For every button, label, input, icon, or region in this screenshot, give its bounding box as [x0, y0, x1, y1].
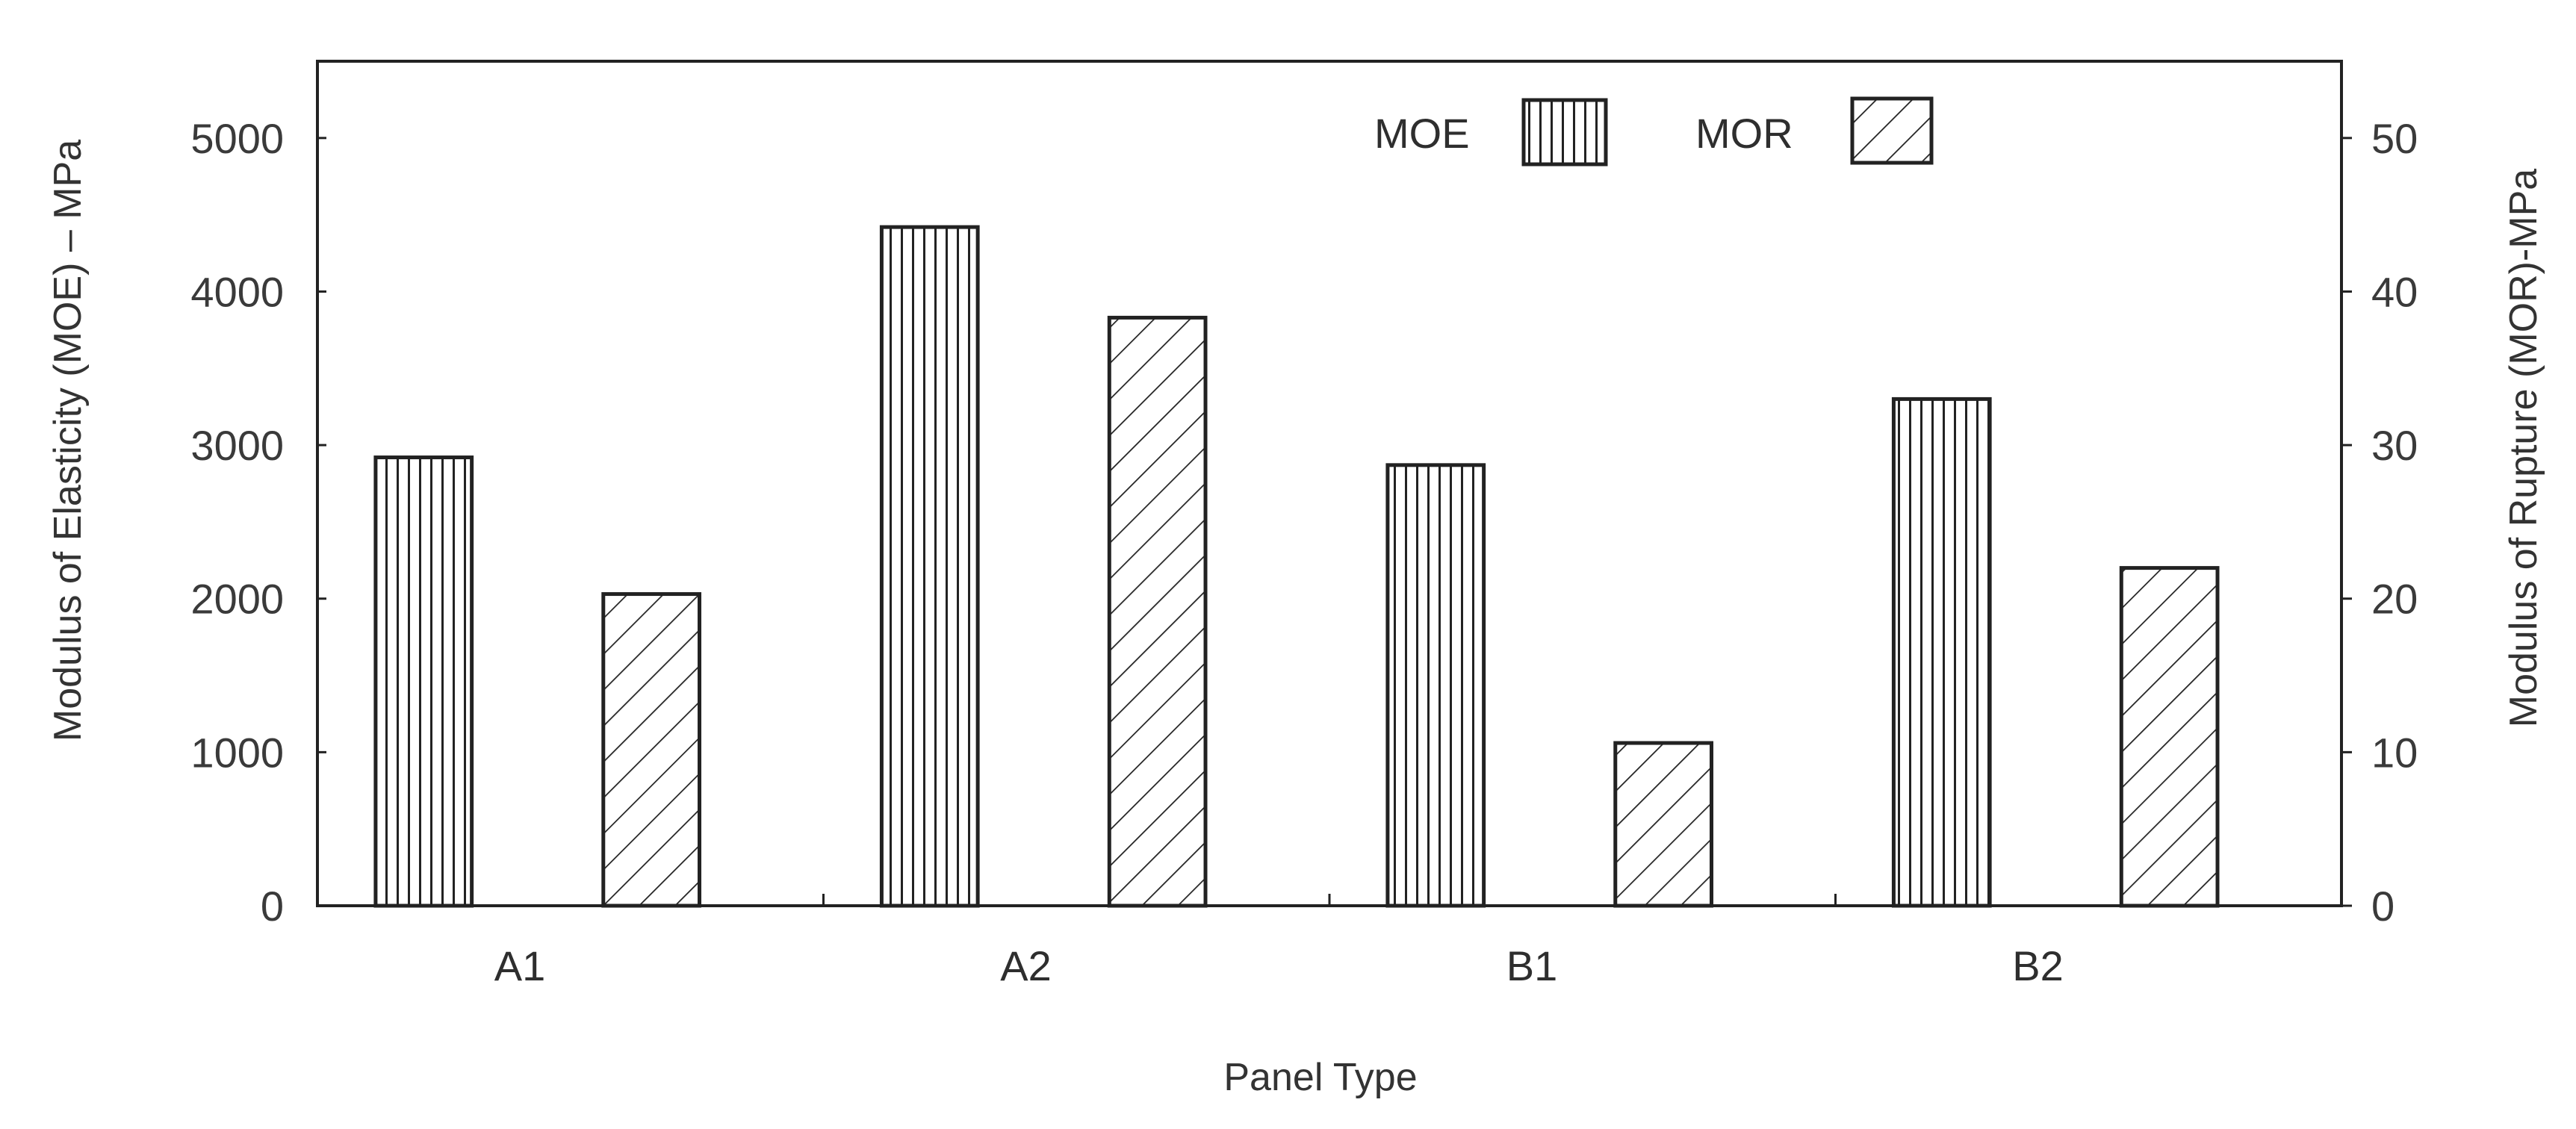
bar-moe-a2: [879, 225, 980, 908]
y-tick-label: 2000: [190, 576, 284, 623]
x-axis-title: Panel Type: [1223, 1056, 1417, 1099]
bar-moe-a1: [373, 455, 474, 908]
y-axis-title: Modulus of Elasticity (MOE) – MPa: [46, 140, 90, 741]
y2-tick-label: 30: [2371, 422, 2418, 469]
bar-moe-b1: [1385, 463, 1486, 908]
bar-mor-a1: [601, 592, 702, 908]
bars-group: [373, 225, 2220, 908]
y2-tick-label: 0: [2371, 883, 2395, 930]
bar-mor-a2: [1107, 315, 1208, 908]
legend-swatch-mor: [1850, 96, 1934, 165]
y2-tick-label: 50: [2371, 115, 2418, 162]
x-axis: A1 A2 B1 B2: [494, 894, 2064, 989]
bar-mor-b2: [2119, 566, 2220, 908]
legend-label-moe: MOE: [1374, 110, 1470, 157]
bar-mor-b1: [1613, 741, 1714, 908]
legend: MOE MOR: [1374, 96, 1934, 167]
y2-axis-title: Modulus of Rupture (MOR)-MPa: [2502, 169, 2545, 728]
x-tick-label: B2: [2012, 942, 2064, 989]
y2-tick-label: 10: [2371, 729, 2418, 776]
legend-label-mor: MOR: [1695, 110, 1793, 157]
x-tick-label: B1: [1506, 942, 1558, 989]
y-tick-label: 1000: [190, 729, 284, 776]
y2-tick-label: 20: [2371, 576, 2418, 623]
legend-swatch-moe: [1521, 98, 1608, 167]
x-tick-label: A1: [494, 942, 546, 989]
bar-moe-b2: [1891, 396, 1992, 908]
left-axis: 0 1000 2000 3000 4000 5000: [190, 115, 326, 930]
y2-tick-label: 40: [2371, 268, 2418, 315]
x-tick-label: A2: [1000, 942, 1052, 989]
y-tick-label: 4000: [190, 268, 284, 315]
y-tick-label: 0: [261, 883, 284, 930]
right-axis: 0 10 20 30 40 50: [2341, 115, 2418, 930]
y-tick-label: 3000: [190, 422, 284, 469]
y-tick-label: 5000: [190, 115, 284, 162]
